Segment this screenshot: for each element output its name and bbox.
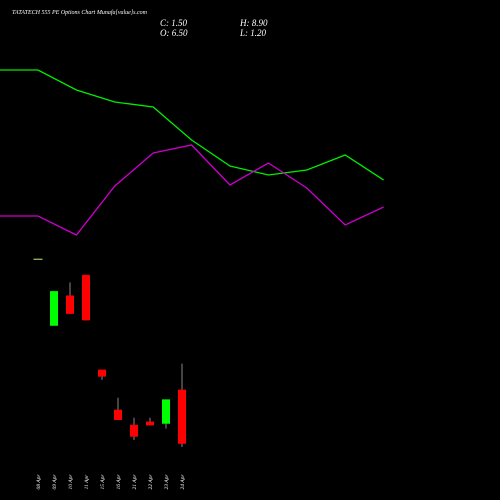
chart-title: TATATECH 555 PE Options Chart Munafa[val… — [12, 9, 148, 16]
candle-body — [146, 421, 154, 426]
high-label: H: 8.90 — [239, 18, 268, 28]
x-tick-label: 16 Apr — [116, 474, 122, 490]
x-tick-label: 11 Apr — [84, 474, 90, 489]
x-tick-label: 09 Apr — [52, 474, 58, 490]
x-tick-label: 24 Apr — [179, 474, 186, 490]
x-tick-label: 23 Apr — [164, 474, 170, 490]
overlay-line — [0, 69, 384, 181]
close-label: C: 1.50 — [160, 18, 188, 28]
candle-body — [66, 295, 74, 314]
candle-body — [33, 258, 43, 260]
candle-body — [162, 399, 170, 424]
x-tick-label: 22 Apr — [148, 474, 154, 490]
open-label: O: 6.50 — [160, 28, 188, 38]
candle-body — [130, 424, 138, 437]
low-label: L: 1.20 — [239, 28, 267, 38]
x-tick-label: 08 Apr — [36, 474, 42, 490]
candle-body — [98, 369, 106, 377]
x-tick-label: 21 Apr — [132, 474, 138, 490]
x-tick-label: 15 Apr — [100, 474, 106, 490]
overlay-line — [0, 144, 384, 236]
candle-body — [178, 389, 186, 444]
x-tick-label: 10 Apr — [68, 474, 74, 490]
candle-body — [50, 291, 58, 326]
candle-body — [82, 274, 90, 321]
candle-body — [114, 409, 122, 420]
